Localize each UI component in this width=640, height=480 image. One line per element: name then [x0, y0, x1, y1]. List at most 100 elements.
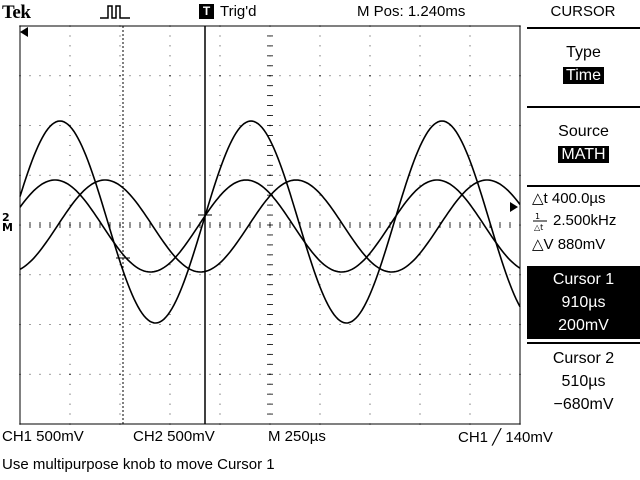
graticule-dot [369, 35, 371, 37]
graticule-dot [419, 214, 421, 216]
graticule-dot [199, 274, 201, 276]
graticule-dot [69, 413, 71, 415]
graticule-dot [29, 75, 31, 77]
graticule-dot [459, 125, 461, 126]
graticule-dot [219, 314, 221, 316]
graticule-dot [119, 85, 121, 87]
graticule-dot [469, 124, 471, 127]
graticule-dot [519, 174, 521, 177]
graticule-dot [39, 75, 41, 77]
graticule-dot [319, 85, 321, 87]
graticule-dot [319, 363, 321, 365]
graticule-dot [469, 284, 471, 286]
graticule-dot [149, 373, 151, 375]
graticule-dot [59, 324, 61, 325]
graticule-dot [459, 174, 461, 176]
graticule-dot [469, 115, 471, 117]
graticule-dot [69, 314, 71, 316]
graticule-dot [69, 383, 71, 385]
graticule-dot [419, 343, 421, 345]
menu-type-label[interactable]: Type [566, 44, 601, 61]
graticule-dot [119, 105, 121, 107]
svg-text:△t: △t [534, 223, 543, 231]
graticule-dot [419, 154, 421, 156]
graticule-dot [69, 244, 71, 246]
graticule-dot [69, 343, 71, 345]
graticule-dot [299, 373, 301, 375]
cursor-2-label: Cursor 2 [552, 350, 615, 367]
graticule-dot [469, 144, 471, 146]
graticule-dot [219, 373, 221, 376]
graticule-dot [49, 274, 51, 276]
graticule-dot [409, 75, 411, 77]
graticule-dot [519, 25, 521, 27]
graticule-dot [319, 95, 321, 97]
graticule-dot [169, 144, 171, 146]
graticule-dot [469, 403, 471, 405]
graticule-dot [319, 314, 321, 316]
graticule-dot [49, 174, 51, 176]
graticule-dot [79, 75, 81, 77]
graticule-dot [519, 323, 521, 326]
graticule-dot [259, 274, 261, 276]
graticule-dot [189, 373, 191, 375]
graticule-dot [119, 294, 121, 296]
type-value-highlight: Time [563, 67, 604, 84]
graticule-dot [219, 244, 221, 246]
graticule-dot [219, 304, 221, 306]
ch2-trace [19, 179, 521, 273]
graticule-dot [89, 75, 91, 77]
graticule-dot [189, 324, 191, 325]
graticule-dot [209, 274, 211, 276]
graticule-dot [469, 105, 471, 107]
graticule-dot [419, 304, 421, 306]
graticule-dot [319, 264, 321, 266]
graticule-dot [219, 85, 221, 87]
graticule-dot [379, 274, 381, 276]
graticule-dot [199, 324, 201, 325]
ch1-scale: CH1 500mV [2, 428, 84, 445]
graticule-dot [169, 264, 171, 266]
graticule-dot [109, 324, 111, 325]
graticule-dot [329, 274, 331, 276]
graticule-dot [509, 125, 511, 126]
cursor-1-menu[interactable]: Cursor 1 910µs 200mV [527, 266, 640, 339]
cursor-1-voltage: 200mV [558, 317, 609, 334]
graticule-dot [119, 323, 121, 326]
graticule-dot [469, 65, 471, 67]
graticule-dot [419, 105, 421, 107]
graticule-dot [239, 174, 241, 176]
graticule-dot [319, 403, 321, 405]
menu-source-label[interactable]: Source [558, 123, 609, 140]
cursor-2-time: 510µs [561, 373, 606, 390]
graticule-dot [249, 125, 251, 126]
graticule-dot [169, 343, 171, 345]
graticule-dot [59, 125, 61, 126]
menu-type-value[interactable]: Time [527, 67, 640, 85]
cursor-1-time: 910µs [561, 294, 606, 311]
graticule-dot [219, 393, 221, 395]
graticule-dot [219, 333, 221, 335]
graticule-dot [219, 184, 221, 186]
graticule-dot [169, 115, 171, 117]
graticule-dot [219, 323, 221, 326]
graticule-dot [219, 25, 221, 27]
graticule-dot [229, 274, 231, 276]
trigger-badge: T [199, 4, 214, 19]
graticule-dot [169, 85, 171, 87]
graticule-dot [289, 125, 291, 126]
graticule-dot [109, 274, 111, 276]
graticule-dot [319, 343, 321, 345]
graticule-dot [389, 125, 391, 126]
graticule-dot [69, 35, 71, 37]
graticule-dot [499, 274, 501, 276]
graticule-dot [29, 125, 31, 126]
cursor-2-menu[interactable]: Cursor 2 510µs −680mV [527, 347, 640, 416]
graticule-dot [469, 254, 471, 256]
menu-source-value[interactable]: MATH [527, 146, 640, 164]
waveform-display[interactable]: 2 M [0, 0, 527, 428]
graticule-dot [319, 423, 321, 425]
graticule-dot [129, 174, 131, 176]
graticule-dot [419, 413, 421, 415]
graticule-dot [369, 174, 371, 177]
